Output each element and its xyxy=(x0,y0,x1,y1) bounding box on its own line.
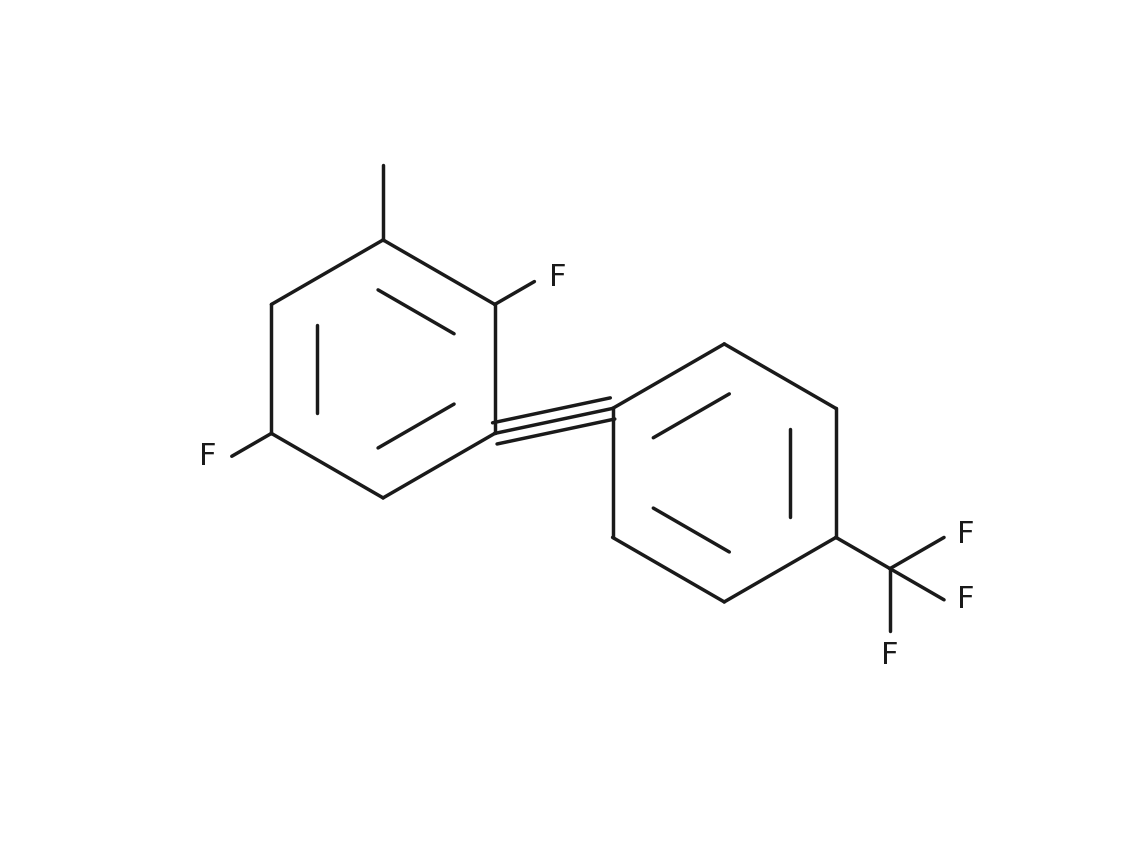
Text: F: F xyxy=(958,585,975,614)
Text: F: F xyxy=(881,641,899,670)
Text: F: F xyxy=(958,520,975,549)
Text: F: F xyxy=(199,442,217,470)
Text: F: F xyxy=(550,263,566,292)
